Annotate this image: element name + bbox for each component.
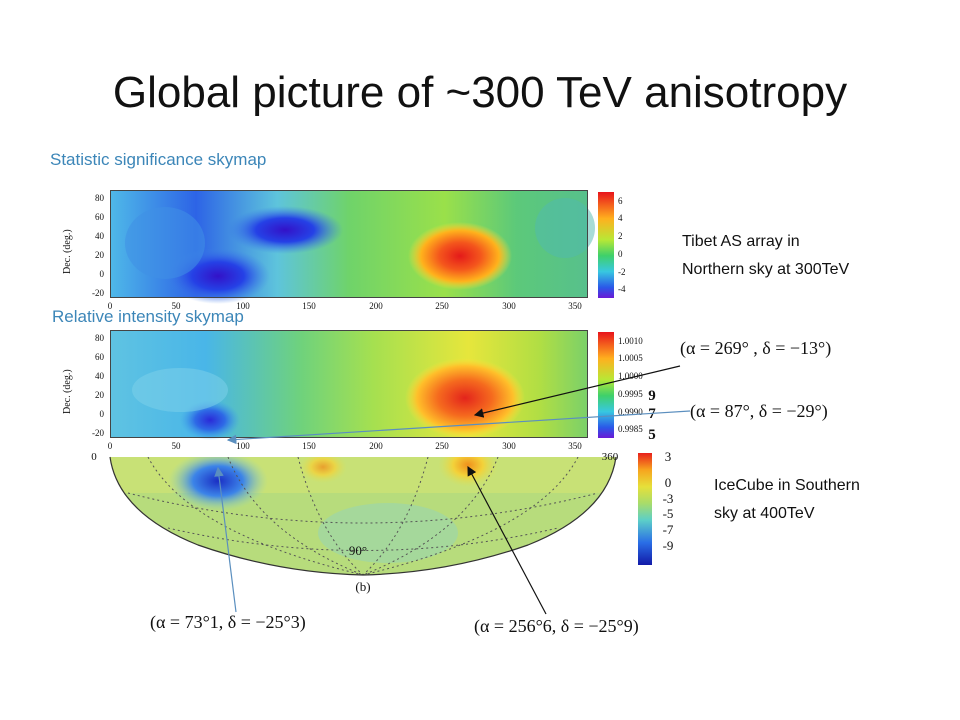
ice-colorbar-tick: 5 bbox=[648, 427, 656, 443]
colorbar-tick: -2 bbox=[618, 267, 626, 277]
significance-frame bbox=[110, 190, 588, 298]
xtick: 150 bbox=[302, 441, 316, 451]
colorbar-tick: -4 bbox=[618, 284, 626, 294]
colorbar-tick: 0.9985 bbox=[618, 424, 643, 434]
ytick: 60 bbox=[95, 352, 104, 362]
ytick: 0 bbox=[99, 269, 105, 279]
colorbar-tick: 4 bbox=[618, 213, 623, 223]
colorbar-tick: 1.0000 bbox=[618, 371, 643, 381]
xtick: 0 bbox=[107, 301, 113, 311]
significance-heatmap bbox=[110, 190, 614, 304]
ice-colorbar-tick: 3 bbox=[664, 449, 672, 464]
xtick: 300 bbox=[502, 301, 516, 311]
ice-colorbar-tick: -3 bbox=[662, 491, 674, 506]
ice-colorbar-tick: 0 bbox=[664, 475, 672, 490]
icecube-deficit-arrow bbox=[214, 466, 237, 613]
xtick: 50 bbox=[171, 301, 181, 311]
ytick: 0 bbox=[99, 409, 105, 419]
ice-colorbar-tick: -7 bbox=[662, 522, 674, 537]
xtick: 300 bbox=[502, 441, 516, 451]
ytick: 60 bbox=[95, 212, 104, 222]
xtick: 200 bbox=[369, 301, 383, 311]
colorbar-tick: 0 bbox=[618, 249, 623, 259]
tibet-deficit-equation: (α = 87°, δ = −29°) bbox=[690, 401, 828, 421]
ice-colorbar-tick: 9 bbox=[648, 388, 656, 404]
tibet-note: Tibet AS array in Northern sky at 300TeV bbox=[682, 233, 850, 278]
tibet-deficit-arrow bbox=[226, 410, 691, 445]
panel-label-b: (b) bbox=[355, 579, 371, 594]
tibet-excess-equation: (α = 269° , δ = −13°) bbox=[680, 338, 832, 358]
ytick: 20 bbox=[95, 250, 104, 260]
ytick: -20 bbox=[92, 288, 104, 298]
ytick: 20 bbox=[95, 390, 104, 400]
relative-intensity-frame bbox=[110, 330, 588, 438]
xtick: 150 bbox=[302, 301, 316, 311]
xtick: 100 bbox=[236, 301, 250, 311]
relative-intensity-label: Relative intensity skymap bbox=[52, 307, 244, 326]
icecube-heatmap bbox=[109, 453, 652, 576]
xtick: 50 bbox=[171, 441, 181, 451]
ytick: 80 bbox=[95, 333, 104, 343]
colorbar-tick: 0.9995 bbox=[618, 389, 643, 399]
xtick: 250 bbox=[435, 301, 449, 311]
ytick: 40 bbox=[95, 371, 104, 381]
dec-90-label: 90° bbox=[348, 543, 368, 558]
colorbar-tick: 1.0005 bbox=[618, 353, 643, 363]
colorbar-tick: 2 bbox=[618, 231, 623, 241]
icecube-deficit-equation: (α = 73°1, δ = −25°3) bbox=[150, 612, 306, 632]
icecube-excess-arrow bbox=[467, 465, 547, 615]
relative-intensity-skymap: Dec. (deg.) 80 60 40 20 0 -20 0 50 100 1… bbox=[60, 328, 643, 453]
significance-map-label: Statistic significance skymap bbox=[50, 150, 267, 169]
ice-colorbar-tick: -5 bbox=[662, 506, 674, 521]
ice-colorbar-tick: 7 bbox=[648, 406, 656, 422]
tibet-excess-arrow bbox=[473, 365, 681, 418]
ytick: 80 bbox=[95, 193, 104, 203]
xtick: 350 bbox=[568, 301, 582, 311]
ice-colorbar-tick: -9 bbox=[662, 538, 674, 553]
ra-label-left: 0 bbox=[91, 451, 97, 463]
icecube-skymap: 0 360 90° (b) 3 0 -3 -5 -7 -9 bbox=[88, 449, 708, 638]
significance-skymap: Dec. (deg.) 80 60 40 20 0 -20 0 50 100 1… bbox=[60, 188, 630, 316]
icecube-note: IceCube in Southern sky at 400TeV bbox=[714, 477, 860, 522]
slide-title: Global picture of ~300 TeV anisotropy bbox=[112, 68, 848, 117]
xtick: 0 bbox=[107, 441, 113, 451]
colorbar-tick: 0.9990 bbox=[618, 407, 643, 417]
xtick: 100 bbox=[236, 441, 250, 451]
ytick: 40 bbox=[95, 231, 104, 241]
xtick: 200 bbox=[369, 441, 383, 451]
xtick: 250 bbox=[435, 441, 449, 451]
ra-label-right: 360 bbox=[601, 451, 619, 463]
colorbar-tick: 1.0010 bbox=[618, 336, 643, 346]
xtick: 350 bbox=[568, 441, 582, 451]
icecube-excess-equation: (α = 256°6, δ = −25°9) bbox=[474, 616, 639, 636]
colorbar-tick: 6 bbox=[618, 196, 623, 206]
ytick: -20 bbox=[92, 428, 104, 438]
relative-intensity-heatmap bbox=[110, 330, 614, 440]
